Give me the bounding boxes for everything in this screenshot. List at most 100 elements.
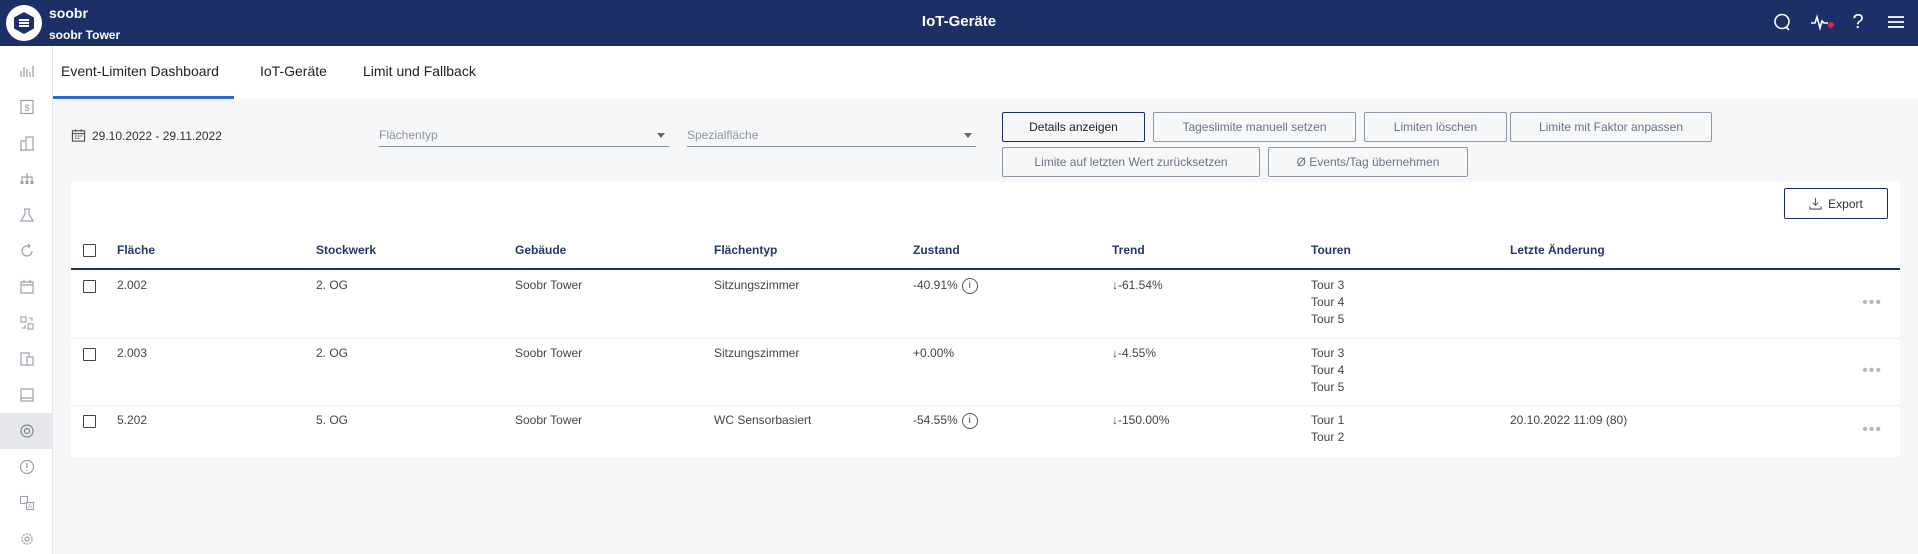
- tour-item: Tour 5: [1311, 380, 1345, 394]
- cell-trend: ↓-150.00%: [1112, 413, 1170, 427]
- cell-stockwerk: 2. OG: [316, 346, 349, 360]
- column-header-gebaeude[interactable]: Gebäude: [515, 243, 567, 257]
- language-icon: A: [19, 495, 34, 511]
- documents-icon: [19, 352, 34, 366]
- sidebar-item-schedule[interactable]: [0, 269, 53, 305]
- brand-building: soobr Tower: [49, 28, 121, 42]
- sidebar-item-costs[interactable]: $: [0, 89, 53, 125]
- spezialflaeche-select[interactable]: Spezialfläche: [687, 126, 976, 147]
- table-row[interactable]: 2.002 2. OG Soobr Tower Sitzungszimmer -…: [71, 271, 1900, 339]
- cell-gebaeude: Soobr Tower: [515, 346, 583, 360]
- table-row[interactable]: 5.202 5. OG Soobr Tower WC Sensorbasiert…: [71, 406, 1900, 457]
- tab-iot-geraete[interactable]: IoT-Geräte: [260, 63, 327, 79]
- row-checkbox[interactable]: [83, 280, 96, 293]
- header-actions: ?: [1770, 10, 1908, 34]
- info-icon[interactable]: i: [961, 277, 978, 294]
- bar-chart-icon: [19, 66, 34, 77]
- help-icon[interactable]: ?: [1852, 10, 1864, 33]
- table-row[interactable]: 2.003 2. OG Soobr Tower Sitzungszimmer +…: [71, 339, 1900, 406]
- column-header-letzte-aenderung[interactable]: Letzte Änderung: [1510, 243, 1605, 257]
- column-header-trend[interactable]: Trend: [1112, 243, 1145, 257]
- tab-limit-und-fallback[interactable]: Limit und Fallback: [363, 63, 476, 79]
- cell-stockwerk: 5. OG: [316, 413, 349, 427]
- svg-text:$: $: [24, 103, 29, 113]
- details-anzeigen-button[interactable]: Details anzeigen: [1002, 112, 1145, 142]
- chevron-down-icon: [964, 133, 972, 138]
- row-checkbox[interactable]: [83, 348, 96, 361]
- cell-flaechentyp: Sitzungszimmer: [714, 278, 800, 292]
- info-icon[interactable]: i: [961, 412, 978, 429]
- chat-icon[interactable]: [1770, 10, 1794, 34]
- tour-item: Tour 3: [1311, 346, 1345, 360]
- cell-zustand: +0.00%: [913, 346, 955, 360]
- refresh-icon: [20, 243, 33, 257]
- export-label: Export: [1828, 196, 1863, 211]
- cell-flaechentyp: WC Sensorbasiert: [714, 413, 812, 427]
- row-menu-icon[interactable]: •••: [1862, 421, 1882, 438]
- limits-table-card: Export Fläche Stockwerk Gebäude Flächent…: [71, 182, 1900, 457]
- sidebar-item-cycles[interactable]: [0, 233, 53, 269]
- row-checkbox[interactable]: [83, 415, 96, 428]
- chevron-down-icon: [657, 133, 665, 138]
- active-tab-indicator: [53, 96, 234, 99]
- limite-faktor-button[interactable]: Limite mit Faktor anpassen: [1510, 112, 1712, 142]
- sidebar-item-structure[interactable]: [0, 161, 53, 197]
- calendar-icon: [71, 129, 86, 142]
- row-menu-icon[interactable]: •••: [1862, 294, 1882, 311]
- tab-event-limiten-dashboard[interactable]: Event-Limiten Dashboard: [61, 63, 219, 79]
- brand: soobr soobr Tower: [49, 5, 120, 43]
- soobr-logo-icon[interactable]: [6, 5, 42, 41]
- sidebar-item-lab[interactable]: [0, 197, 53, 233]
- sidebar-item-translations[interactable]: A: [0, 485, 53, 521]
- sidebar-item-iot[interactable]: [0, 413, 53, 449]
- tablet-icon: [19, 388, 34, 402]
- sidebar-item-documents[interactable]: [0, 341, 53, 377]
- cell-touren: Tour 3 Tour 4 Tour 5: [1311, 277, 1344, 328]
- sidebar-item-alerts[interactable]: [0, 449, 53, 485]
- column-header-zustand[interactable]: Zustand: [913, 243, 960, 257]
- column-header-stockwerk[interactable]: Stockwerk: [316, 243, 377, 257]
- date-range-value: 29.10.2022 - 29.11.2022: [92, 128, 222, 143]
- menu-icon[interactable]: [1884, 10, 1908, 34]
- cell-zustand: -40.91% i: [913, 277, 978, 294]
- cell-letzte-aenderung: 20.10.2022 11:09 (80): [1510, 413, 1628, 427]
- select-all-checkbox[interactable]: [83, 244, 96, 257]
- sidebar-item-reports[interactable]: [0, 53, 53, 89]
- column-header-flaechentyp[interactable]: Flächentyp: [714, 243, 778, 257]
- column-header-touren[interactable]: Touren: [1311, 243, 1351, 257]
- cell-gebaeude: Soobr Tower: [515, 413, 583, 427]
- cell-flaeche: 2.002: [117, 278, 148, 292]
- limite-zuruecksetzen-button[interactable]: Limite auf letzten Wert zurücksetzen: [1002, 147, 1260, 177]
- column-header-flaeche[interactable]: Fläche: [117, 243, 156, 257]
- tour-item: Tour 4: [1311, 295, 1345, 309]
- cell-trend: ↓-4.55%: [1112, 346, 1157, 360]
- translate-icon: [19, 316, 34, 330]
- limiten-loeschen-button[interactable]: Limiten löschen: [1364, 112, 1507, 142]
- tageslimite-setzen-button[interactable]: Tageslimite manuell setzen: [1153, 112, 1356, 142]
- date-range-picker[interactable]: 29.10.2022 - 29.11.2022: [71, 128, 222, 143]
- tour-item: Tour 3: [1311, 278, 1345, 292]
- export-button[interactable]: Export: [1784, 188, 1888, 219]
- notification-dot: [1828, 22, 1834, 28]
- table-header: Fläche Stockwerk Gebäude Flächentyp Zust…: [71, 236, 1900, 270]
- spezialflaeche-placeholder: Spezialfläche: [687, 128, 759, 142]
- activity-icon[interactable]: [1808, 10, 1834, 34]
- download-icon: [1809, 197, 1822, 210]
- flaechentyp-select[interactable]: Flächentyp: [379, 126, 669, 147]
- tour-item: Tour 1: [1311, 413, 1345, 427]
- cell-flaechentyp: Sitzungszimmer: [714, 346, 800, 360]
- cell-flaeche: 2.003: [117, 346, 148, 360]
- sidebar-item-assignments[interactable]: [0, 305, 53, 341]
- sidebar-item-settings[interactable]: [0, 521, 53, 554]
- sidebar-item-buildings[interactable]: [0, 125, 53, 161]
- sidebar-item-devices[interactable]: [0, 377, 53, 413]
- cell-zustand: -54.55% i: [913, 412, 978, 429]
- row-menu-icon[interactable]: •••: [1862, 362, 1882, 379]
- events-tag-uebernehmen-button[interactable]: Ø Events/Tag übernehmen: [1268, 147, 1468, 177]
- settings-icon: [20, 533, 33, 545]
- tab-bar: Event-Limiten Dashboard IoT-Geräte Limit…: [53, 46, 1918, 99]
- tour-item: Tour 4: [1311, 363, 1345, 377]
- cell-touren: Tour 3 Tour 4 Tour 5: [1311, 345, 1344, 396]
- hierarchy-icon: [20, 173, 33, 184]
- flask-icon: [19, 208, 34, 222]
